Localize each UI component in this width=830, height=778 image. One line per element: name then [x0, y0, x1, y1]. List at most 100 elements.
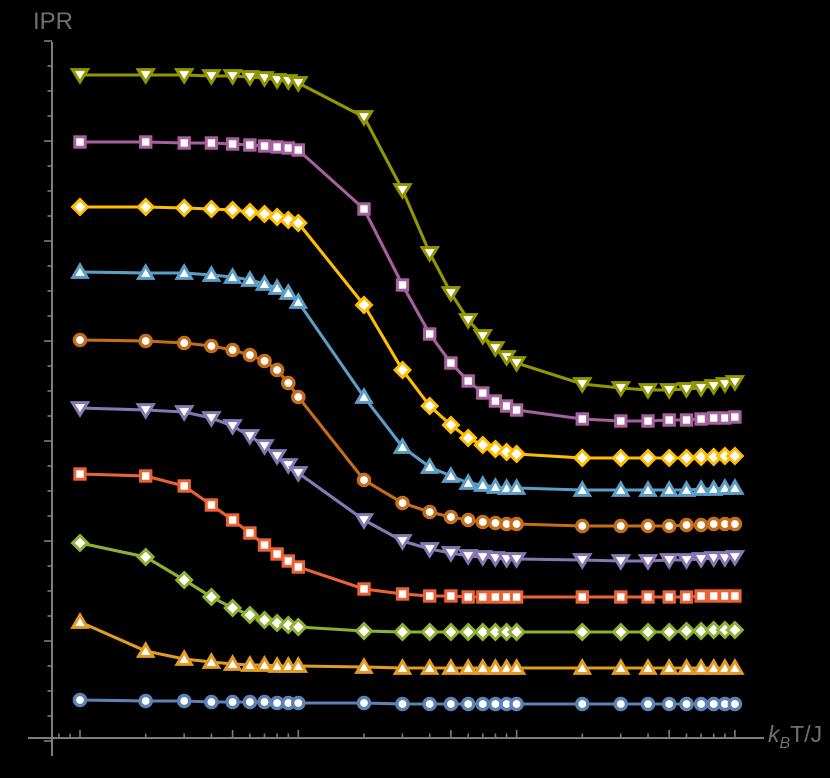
series-layer	[69, 68, 746, 712]
circle-marker	[356, 695, 372, 711]
diamond-marker	[676, 448, 697, 468]
diamond-marker	[691, 447, 711, 467]
triangle-down-marker	[353, 513, 375, 530]
diamond-marker	[70, 533, 90, 553]
square-marker	[444, 589, 458, 603]
square-marker	[423, 327, 437, 341]
triangle-down-marker	[610, 554, 632, 571]
triangle-up-marker	[392, 437, 413, 454]
circle-marker	[679, 696, 694, 712]
x-axis-label-k: k	[768, 721, 781, 747]
triangle-down-marker	[676, 382, 697, 399]
circle-marker	[356, 472, 372, 488]
triangle-up-marker	[458, 658, 479, 675]
series-red-squares	[73, 467, 742, 604]
diamond-marker	[611, 622, 631, 642]
triangle-down-marker	[239, 429, 261, 446]
square-marker	[476, 386, 490, 400]
square-marker	[694, 589, 708, 603]
square-marker	[395, 587, 410, 601]
x-axis-label: kBT/J	[768, 721, 822, 752]
triangle-up-marker	[201, 652, 222, 669]
circle-marker	[575, 518, 590, 534]
square-marker	[662, 413, 676, 427]
diamond-marker	[458, 622, 478, 642]
circle-marker	[72, 332, 88, 348]
triangle-up-marker	[240, 655, 260, 672]
circle-marker	[242, 347, 258, 363]
series-plum-squares	[73, 135, 742, 428]
series-brown-circles	[72, 332, 743, 534]
diamond-marker	[659, 448, 679, 468]
circle-marker	[269, 362, 285, 378]
triangle-down-marker	[637, 383, 659, 400]
diamond-marker	[136, 197, 156, 217]
triangle-down-marker	[173, 405, 195, 422]
triangle-down-marker	[690, 552, 712, 569]
diamond-marker	[288, 617, 308, 637]
circle-marker	[475, 514, 491, 530]
x-axis-label-subscript: B	[780, 735, 791, 752]
circle-marker	[280, 375, 296, 391]
square-marker	[204, 136, 219, 150]
triangle-down-marker	[457, 549, 479, 566]
triangle-up-marker	[70, 612, 90, 629]
triangle-down-marker	[278, 458, 299, 475]
series-line-blue-circles	[79, 698, 735, 706]
diamond-marker	[136, 547, 156, 567]
square-marker	[291, 143, 306, 157]
diamond-marker	[70, 197, 90, 217]
series-blue-circles	[72, 692, 743, 712]
diamond-marker	[254, 204, 275, 224]
circle-marker	[443, 509, 459, 525]
square-marker	[225, 513, 240, 527]
diamond-marker	[240, 202, 260, 222]
diamond-marker	[201, 587, 221, 607]
triangle-down-marker	[724, 550, 746, 567]
triangle-down-marker	[572, 377, 593, 394]
circle-marker	[661, 696, 677, 712]
diamond-marker	[458, 428, 478, 448]
circle-marker	[661, 518, 677, 534]
square-marker	[270, 547, 284, 561]
triangle-up-marker	[472, 658, 493, 675]
diamond-marker	[676, 621, 697, 641]
square-marker	[641, 590, 655, 604]
triangle-down-marker	[676, 553, 697, 570]
series-light-blue-up-triangles	[70, 262, 745, 497]
square-marker	[139, 469, 153, 483]
diamond-marker	[240, 605, 260, 625]
square-marker	[707, 589, 721, 603]
triangle-up-marker	[691, 479, 711, 496]
square-marker	[243, 138, 257, 152]
square-marker	[662, 590, 676, 604]
square-marker	[509, 403, 524, 417]
circle-marker	[290, 695, 306, 711]
circle-marker	[475, 696, 491, 712]
triangle-down-marker	[703, 379, 724, 396]
triangle-down-marker	[506, 552, 527, 569]
diamond-marker	[223, 200, 243, 220]
diamond-marker	[441, 622, 461, 642]
triangle-up-marker	[659, 480, 680, 497]
square-marker	[707, 411, 721, 425]
square-marker	[728, 589, 742, 603]
square-marker	[177, 479, 191, 493]
triangle-up-marker	[458, 473, 479, 490]
triangle-down-marker	[201, 69, 222, 86]
square-marker	[73, 467, 87, 481]
triangle-down-marker	[637, 554, 659, 571]
triangle-up-marker	[572, 658, 593, 675]
diamond-marker	[725, 620, 745, 640]
circle-marker	[460, 512, 476, 528]
triangle-up-marker	[506, 658, 527, 675]
circle-marker	[225, 694, 240, 710]
square-marker	[257, 538, 272, 552]
series-line-red-squares	[79, 472, 735, 599]
diamond-marker	[201, 199, 221, 219]
triangle-up-marker	[70, 262, 90, 279]
circle-marker	[727, 516, 743, 532]
triangle-up-marker	[638, 480, 658, 497]
triangle-down-marker	[288, 76, 309, 93]
